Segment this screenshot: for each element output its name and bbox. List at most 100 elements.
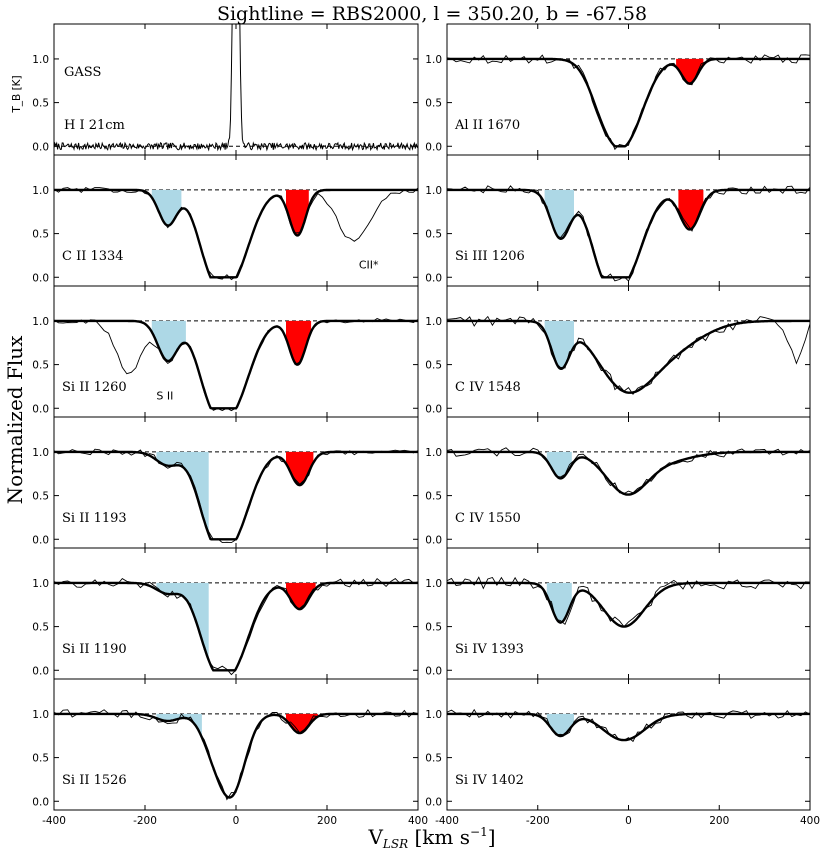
y-tick-label: 0.0	[425, 665, 442, 677]
y-tick-label: 0.0	[425, 796, 442, 808]
shaded-region-red	[286, 189, 309, 236]
y-tick-label: 0.5	[32, 753, 49, 765]
panel-frame	[446, 154, 811, 287]
shaded-region-blue	[544, 320, 574, 369]
panel-4: 0.0 0.5 1.0 Si II 1260 S II	[32, 285, 419, 418]
y-tick-label: 0.5	[425, 98, 442, 110]
y-tick-label: 0.0	[32, 141, 49, 153]
model-line	[54, 712, 418, 799]
y-tick-label: 0.5	[32, 622, 49, 634]
model-line	[447, 319, 810, 394]
model-line	[447, 581, 810, 628]
x-tick-label: 200	[709, 815, 729, 827]
model-line	[54, 450, 418, 541]
data-line	[447, 54, 810, 151]
panel-label: C IV 1548	[455, 380, 521, 395]
annotation-label: CII*	[359, 259, 379, 272]
y-tick-label: 1.0	[425, 185, 442, 197]
panel-label: Si II 1190	[62, 642, 127, 657]
data-line	[447, 447, 810, 495]
panel-1: 0.0 0.5 1.0 Al II 1670	[425, 23, 811, 156]
y-tick-label: 0.0	[425, 403, 442, 415]
panel-y-label: T_B [K]	[11, 75, 23, 113]
model-line	[447, 188, 810, 279]
y-tick-label: 1.0	[32, 578, 49, 590]
y-tick-label: 0.5	[425, 360, 442, 372]
y-tick-label: 0.0	[425, 272, 442, 284]
y-tick-label: 0.5	[425, 622, 442, 634]
panel-label: C IV 1550	[455, 511, 521, 526]
model-line	[54, 319, 418, 410]
data-line	[54, 317, 418, 412]
panel-label: Si II 1193	[62, 511, 127, 526]
x-tick-label: -400	[42, 815, 66, 827]
y-tick-label: 1.0	[425, 54, 442, 66]
shaded-region-blue	[151, 189, 182, 226]
x-tick-label: -400	[435, 815, 459, 827]
panel-frame	[53, 23, 419, 156]
panel-frame	[446, 547, 811, 680]
x-tick-label: 0	[233, 815, 240, 827]
panel-label: C II 1334	[62, 249, 124, 264]
panel-6: 0.0 0.5 1.0 Si II 1193	[32, 416, 419, 549]
y-tick-label: 0.0	[32, 665, 49, 677]
panel-label-2: H I 21cm	[64, 118, 125, 133]
shaded-region-blue	[156, 451, 209, 535]
panel-label: Si IV 1402	[455, 773, 524, 788]
data-line	[447, 315, 810, 395]
panel-label: Si II 1526	[62, 773, 127, 788]
y-tick-label: 0.5	[425, 753, 442, 765]
y-tick-label: 0.5	[32, 98, 49, 110]
y-tick-label: 1.0	[425, 578, 442, 590]
annotation-label: S II	[156, 390, 173, 403]
x-tick-label: -200	[133, 815, 157, 827]
y-tick-label: 1.0	[425, 316, 442, 328]
panel-8: 0.0 0.5 1.0 Si II 1190	[32, 547, 419, 680]
chart-title: Sightline = RBS2000, l = 350.20, b = -67…	[217, 3, 647, 25]
shaded-region-red	[676, 58, 704, 84]
y-tick-label: 0.0	[425, 141, 442, 153]
y-tick-label: 0.0	[425, 534, 442, 546]
panel-11: 0.0 0.5 1.0 -400 -200 0 200 400 Si IV 1402	[425, 678, 820, 827]
panel-9: 0.0 0.5 1.0 Si IV 1393	[425, 547, 811, 680]
shaded-region-blue	[156, 582, 209, 661]
panel-frame	[53, 285, 419, 418]
y-tick-label: 0.0	[32, 796, 49, 808]
x-axis-label: VLSR [km s−1]	[367, 825, 495, 851]
y-tick-label: 0.5	[425, 229, 442, 241]
panel-10: 0.0 0.5 1.0 -400 -200 0 200 400 Si II 1526	[32, 678, 428, 827]
data-line	[447, 185, 810, 282]
y-tick-label: 0.0	[32, 534, 49, 546]
model-line	[447, 57, 810, 148]
y-tick-label: 0.5	[425, 491, 442, 503]
y-tick-label: 1.0	[32, 185, 49, 197]
y-tick-label: 1.0	[32, 709, 49, 721]
panel-frame	[446, 678, 811, 811]
x-tick-label: 200	[317, 815, 337, 827]
y-tick-label: 0.0	[32, 403, 49, 415]
x-tick-label: 400	[408, 815, 428, 827]
panel-frame	[53, 416, 419, 549]
y-tick-label: 0.5	[32, 229, 49, 241]
data-line	[447, 576, 810, 628]
y-axis-label: Normalized Flux	[3, 335, 27, 504]
y-tick-label: 1.0	[32, 447, 49, 459]
panel-label: Si III 1206	[455, 249, 525, 264]
x-tick-label: 400	[800, 815, 820, 827]
data-line	[54, 448, 418, 544]
panel-5: 0.0 0.5 1.0 C IV 1548	[425, 285, 811, 418]
panel-2: 0.0 0.5 1.0 C II 1334 CII*	[32, 154, 419, 287]
y-tick-label: 0.0	[32, 272, 49, 284]
panel-label: Si II 1260	[62, 380, 127, 395]
y-tick-label: 1.0	[32, 54, 49, 66]
model-line	[54, 581, 418, 672]
x-tick-label: 0	[625, 815, 632, 827]
y-tick-label: 1.0	[32, 316, 49, 328]
shaded-region-red	[678, 189, 704, 230]
panel-0: 0.0 0.5 1.0 GASS H I 21cm T_B [K]	[11, 23, 419, 156]
shaded-region-blue	[546, 451, 572, 479]
model-line	[447, 712, 810, 742]
panel-label: Al II 1670	[454, 118, 520, 133]
panel-frame	[53, 547, 419, 680]
